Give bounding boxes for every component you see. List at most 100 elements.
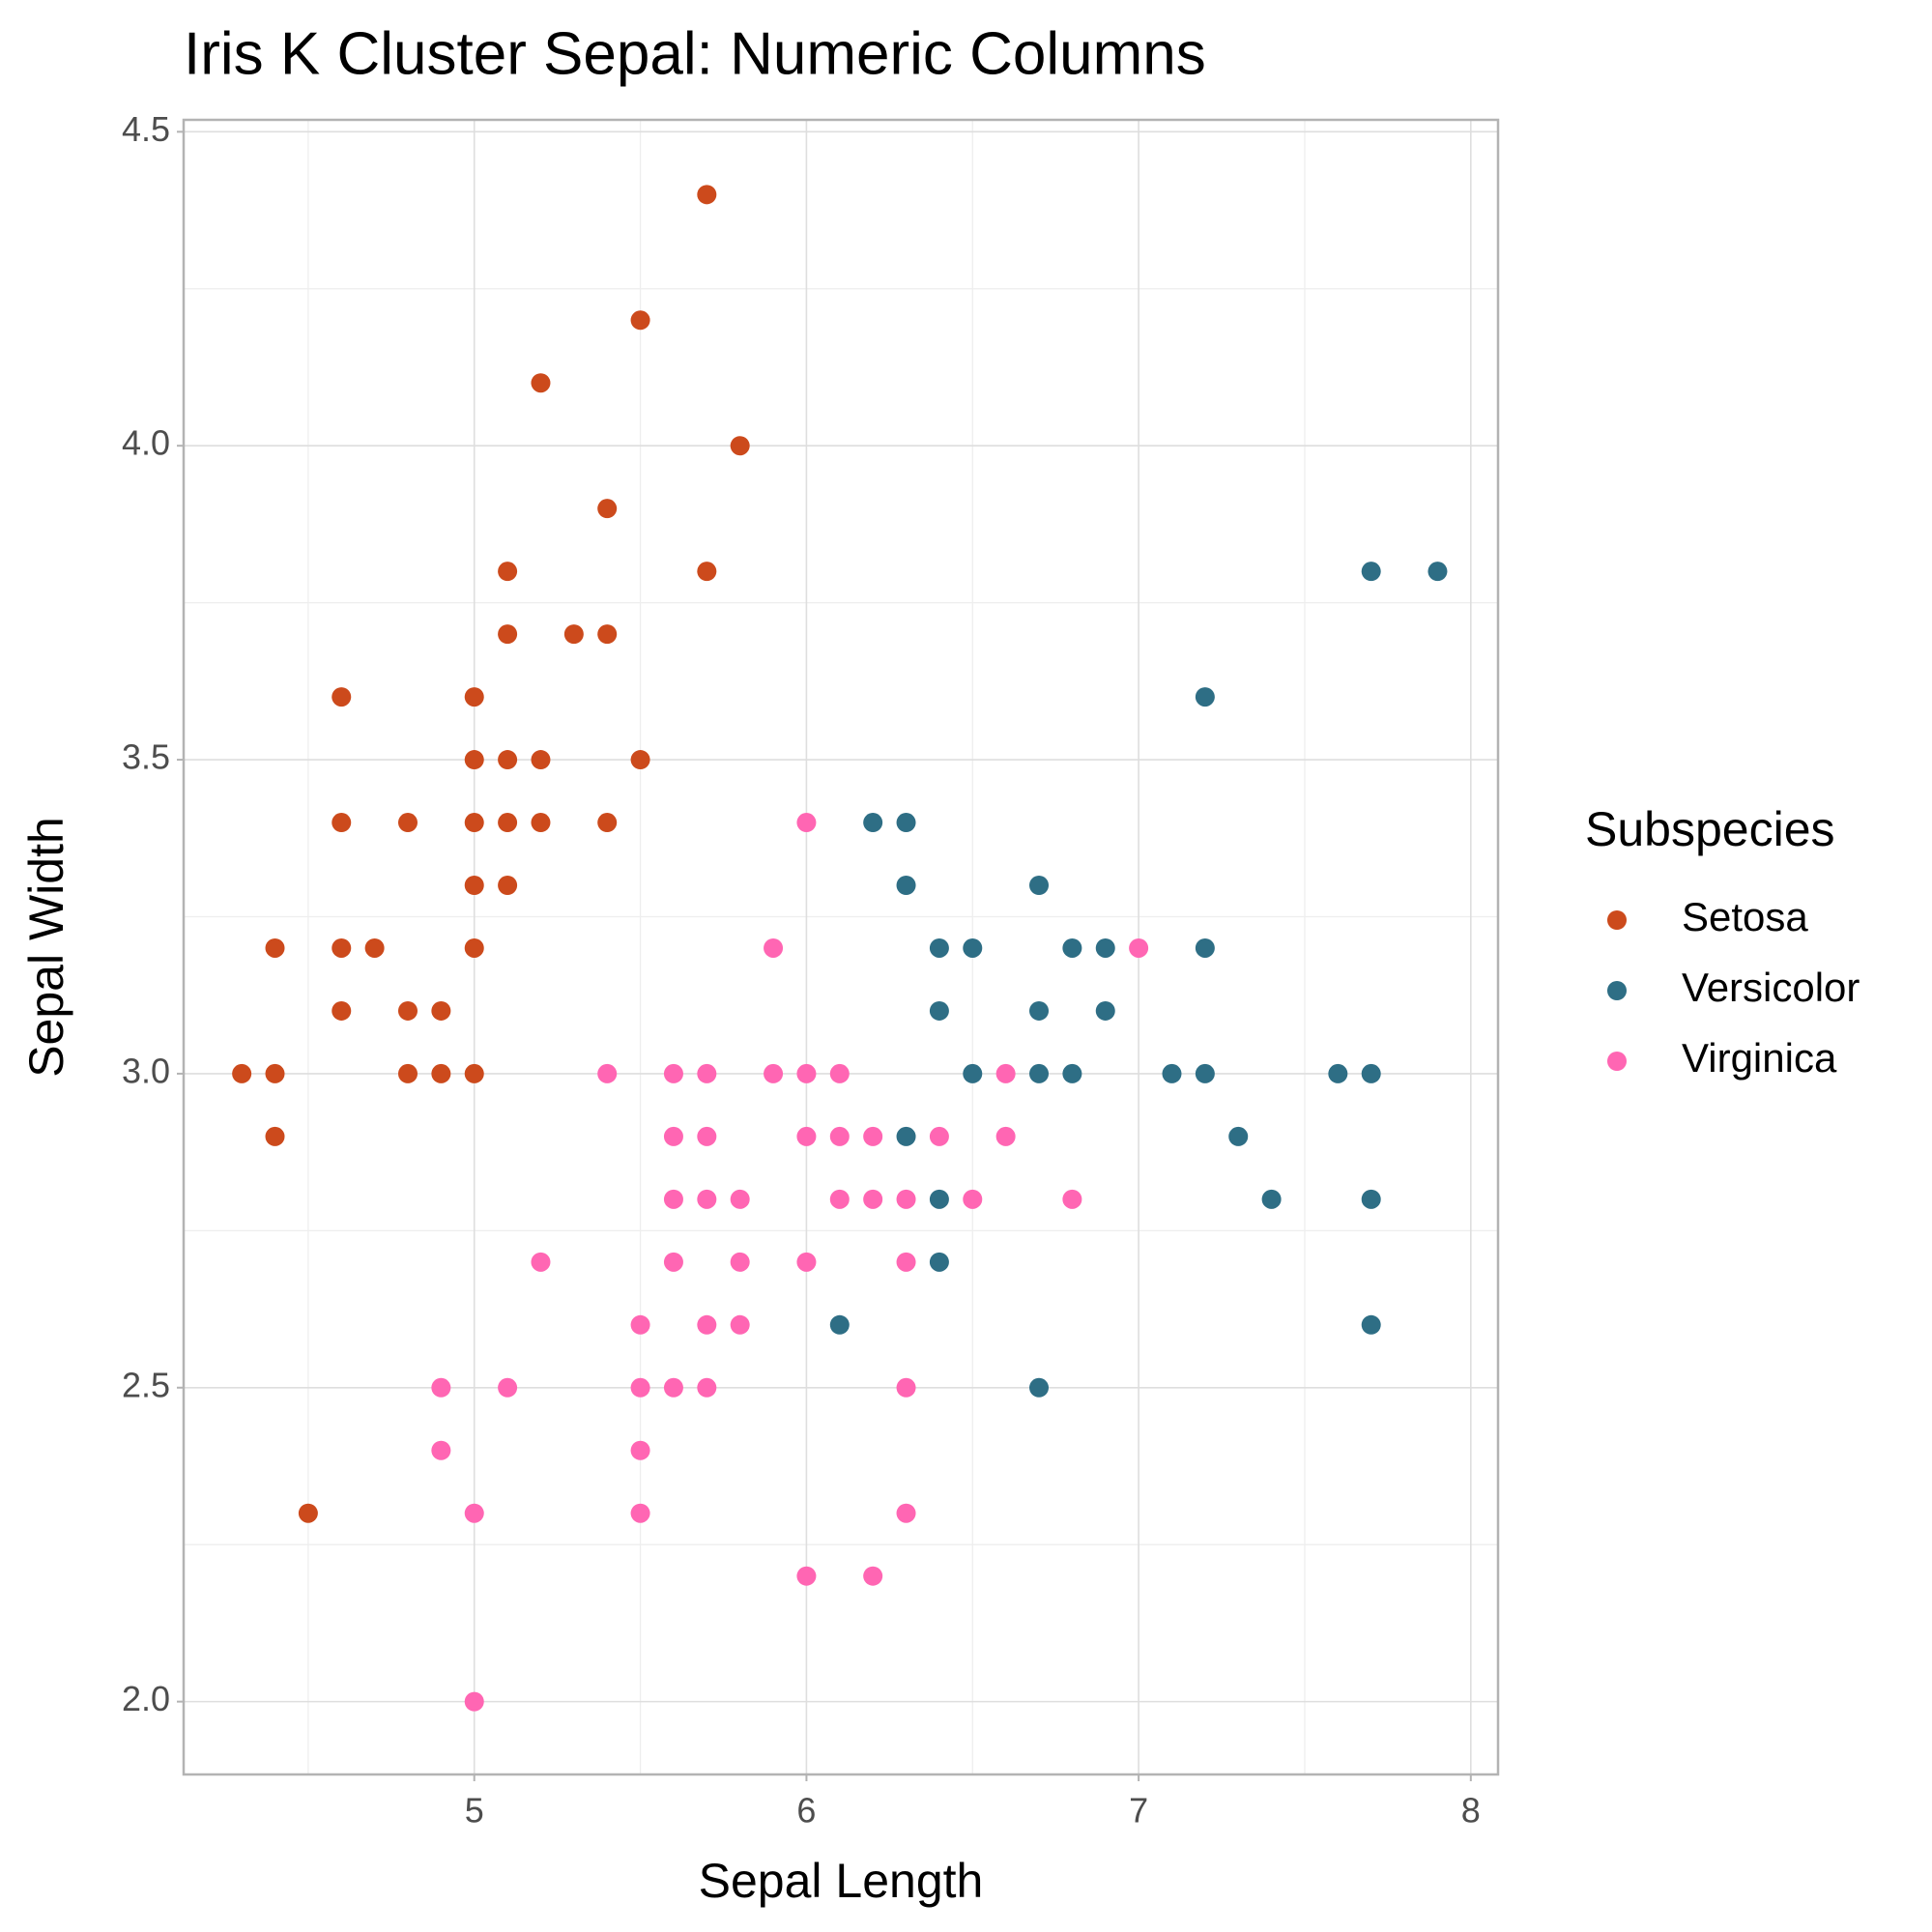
point bbox=[929, 1189, 949, 1209]
point bbox=[265, 937, 285, 958]
point bbox=[796, 1126, 817, 1146]
point bbox=[498, 750, 518, 770]
point bbox=[431, 1000, 451, 1021]
point bbox=[397, 1000, 418, 1021]
point bbox=[929, 1000, 949, 1021]
point bbox=[730, 1314, 750, 1335]
point bbox=[630, 310, 650, 331]
point bbox=[896, 876, 916, 896]
x-tick-label: 7 bbox=[1129, 1791, 1148, 1831]
x-tick-label: 8 bbox=[1461, 1791, 1481, 1831]
point bbox=[863, 1566, 883, 1586]
point bbox=[298, 1503, 318, 1523]
point bbox=[1195, 937, 1215, 958]
point bbox=[630, 1314, 650, 1335]
point bbox=[1095, 937, 1115, 958]
point bbox=[597, 624, 618, 645]
point bbox=[1162, 1063, 1182, 1083]
point bbox=[1195, 687, 1215, 707]
point bbox=[963, 1189, 983, 1209]
point bbox=[829, 1126, 850, 1146]
point bbox=[730, 1252, 750, 1272]
point bbox=[531, 750, 551, 770]
point bbox=[597, 1063, 618, 1083]
point bbox=[963, 937, 983, 958]
legend-marker bbox=[1607, 1052, 1627, 1071]
y-tick-label: 3.0 bbox=[122, 1051, 170, 1090]
point bbox=[531, 373, 551, 393]
point bbox=[829, 1063, 850, 1083]
point bbox=[498, 562, 518, 582]
point bbox=[1029, 1000, 1050, 1021]
y-tick-label: 4.5 bbox=[122, 109, 170, 149]
point bbox=[332, 937, 352, 958]
point bbox=[464, 750, 484, 770]
legend-marker bbox=[1607, 910, 1627, 930]
x-axis-title: Sepal Length bbox=[699, 1854, 984, 1908]
point bbox=[464, 1503, 484, 1523]
point bbox=[232, 1063, 252, 1083]
point bbox=[1029, 1063, 1050, 1083]
point bbox=[663, 1063, 683, 1083]
point bbox=[1095, 1000, 1115, 1021]
point bbox=[697, 185, 717, 205]
point bbox=[464, 813, 484, 833]
x-tick-label: 5 bbox=[465, 1791, 484, 1831]
point bbox=[863, 1126, 883, 1146]
point bbox=[1361, 562, 1381, 582]
panel-border bbox=[182, 118, 1500, 1776]
point bbox=[1328, 1063, 1348, 1083]
point bbox=[563, 624, 584, 645]
point bbox=[796, 1252, 817, 1272]
point bbox=[697, 1063, 717, 1083]
point bbox=[796, 1566, 817, 1586]
point bbox=[498, 624, 518, 645]
point bbox=[796, 813, 817, 833]
point bbox=[1261, 1189, 1282, 1209]
legend-label: Versicolor bbox=[1682, 965, 1860, 1010]
point bbox=[464, 1063, 484, 1083]
point bbox=[1427, 562, 1448, 582]
point bbox=[332, 687, 352, 707]
point bbox=[764, 937, 784, 958]
point bbox=[1129, 937, 1149, 958]
point bbox=[663, 1126, 683, 1146]
point bbox=[829, 1189, 850, 1209]
point bbox=[896, 1189, 916, 1209]
point bbox=[464, 937, 484, 958]
point bbox=[498, 1377, 518, 1398]
point bbox=[1029, 1377, 1050, 1398]
point bbox=[397, 1063, 418, 1083]
point bbox=[1195, 1063, 1215, 1083]
point bbox=[764, 1063, 784, 1083]
point bbox=[531, 1252, 551, 1272]
point bbox=[896, 813, 916, 833]
x-tick-label: 6 bbox=[796, 1791, 816, 1831]
point bbox=[1029, 876, 1050, 896]
legend-title: Subspecies bbox=[1585, 802, 1835, 856]
point bbox=[995, 1063, 1016, 1083]
point bbox=[597, 813, 618, 833]
point bbox=[663, 1377, 683, 1398]
point bbox=[364, 937, 385, 958]
point bbox=[730, 1189, 750, 1209]
point bbox=[663, 1252, 683, 1272]
point bbox=[697, 562, 717, 582]
point bbox=[498, 876, 518, 896]
point bbox=[863, 1189, 883, 1209]
point bbox=[929, 1126, 949, 1146]
point bbox=[1228, 1126, 1249, 1146]
point bbox=[1062, 1189, 1082, 1209]
point bbox=[896, 1377, 916, 1398]
point bbox=[1361, 1189, 1381, 1209]
point bbox=[498, 813, 518, 833]
point bbox=[397, 813, 418, 833]
point bbox=[431, 1377, 451, 1398]
point bbox=[896, 1503, 916, 1523]
point bbox=[1361, 1314, 1381, 1335]
y-axis-title: Sepal Width bbox=[19, 817, 73, 1078]
y-tick-label: 3.5 bbox=[122, 737, 170, 777]
point bbox=[630, 750, 650, 770]
point bbox=[464, 1691, 484, 1712]
